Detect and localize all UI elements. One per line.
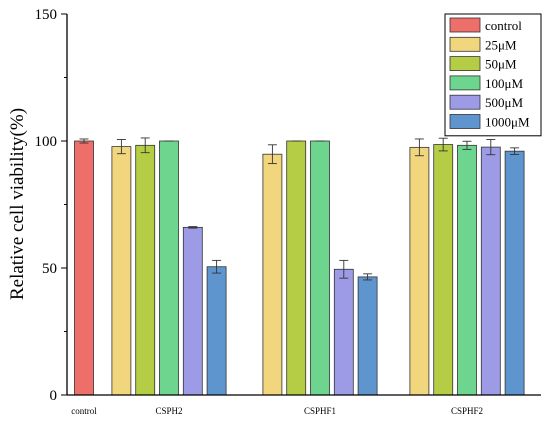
bar-csphf2-25um	[409, 146, 430, 396]
bar-csphf1-1000um	[357, 276, 378, 396]
y-tick-label-0: 0	[50, 388, 58, 404]
bars-layer	[74, 137, 525, 396]
axes-layer: control CSPH2 CSPHF1 CSPHF2 0 50 100 150	[35, 7, 541, 416]
bar-csphf2-500um	[480, 146, 501, 396]
bar-csphf1-100um	[310, 140, 330, 396]
legend-swatch-control	[449, 17, 481, 33]
legend-label-50um: 50μM	[485, 57, 517, 72]
y-tick-label-50: 50	[42, 261, 57, 277]
bar-csphf1-25um	[262, 153, 283, 396]
legend-label-100um: 100μM	[485, 76, 523, 91]
legend-label-1000um: 1000μM	[485, 115, 530, 130]
error-bar-csph2-50um	[140, 137, 150, 154]
error-bar-csphf1-500um	[339, 259, 349, 279]
error-bar-csph2-25um	[116, 139, 126, 155]
bar-csph2-50um	[135, 144, 156, 396]
legend-swatch-100um	[449, 75, 481, 91]
legend-swatch-25um	[449, 36, 481, 52]
x-tick-label-csphf2: CSPHF2	[451, 406, 483, 416]
error-bar-csphf2-500um	[486, 139, 496, 156]
error-bar-control-control	[79, 138, 89, 144]
bar-csphf2-50um	[433, 144, 454, 396]
error-bar-csph2-1000um	[212, 259, 222, 274]
legend-swatch-50um	[449, 56, 481, 71]
legend-label-control: control	[485, 18, 522, 33]
bar-group-control	[74, 138, 94, 396]
legend: control 25μM 50μM 100μM 500μM 1000μM	[444, 13, 542, 137]
error-bar-csphf2-1000um	[510, 147, 520, 155]
legend-label-25um: 25μM	[485, 37, 517, 52]
bar-control-control	[74, 140, 94, 396]
x-tick-label-control: control	[71, 406, 97, 416]
y-tick-label-150: 150	[35, 7, 58, 23]
bar-group-csphf1	[262, 140, 378, 396]
bar-csphf2-1000um	[504, 150, 525, 396]
error-bar-csphf2-25um	[414, 138, 424, 157]
x-tick-label-csph2: CSPH2	[155, 406, 182, 416]
bar-csph2-1000um	[206, 266, 227, 396]
error-bar-csphf2-100um	[462, 140, 472, 150]
bar-group-csph2	[111, 137, 227, 396]
bar-csph2-100um	[159, 140, 179, 396]
error-bar-csph2-500um	[188, 226, 198, 229]
legend-label-500um: 500μM	[485, 95, 523, 110]
bar-group-csphf2	[409, 137, 525, 396]
y-axis-label: Relative cell viability(%)	[7, 108, 28, 300]
y-tick-label-100: 100	[35, 134, 58, 150]
error-bar-csphf1-1000um	[363, 273, 373, 281]
error-bar-csphf1-25um	[267, 144, 277, 165]
bar-csphf2-100um	[457, 144, 477, 396]
bar-csphf1-500um	[333, 268, 354, 396]
bar-csph2-25um	[111, 146, 132, 396]
legend-swatch-500um	[449, 94, 481, 110]
legend-swatch-1000um	[449, 114, 481, 129]
x-tick-label-csphf1: CSPHF1	[304, 406, 336, 416]
error-bar-csphf2-50um	[438, 137, 448, 152]
bar-csphf1-50um	[286, 140, 307, 396]
bar-csph2-500um	[182, 226, 203, 396]
